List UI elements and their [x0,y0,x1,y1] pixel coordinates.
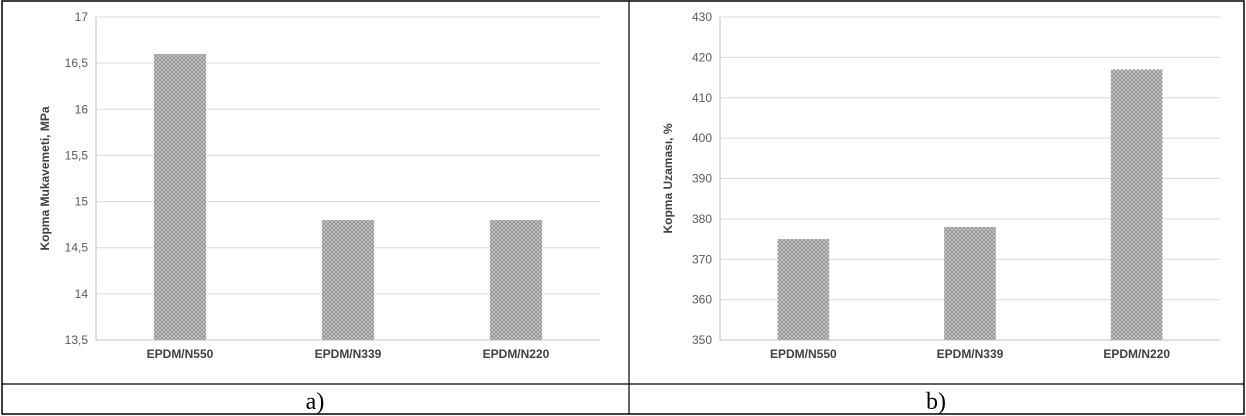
caption-a: a) [306,389,325,415]
y-axis-title: Kopma Mukavemeti, MPa [38,106,52,250]
bar [777,239,830,340]
bar [1110,69,1163,341]
y-tick-label: 370 [692,252,712,266]
y-tick-label: 360 [692,293,712,307]
y-tick-label: 15 [75,195,89,209]
bar [321,220,375,340]
x-category-label: EPDM/N220 [1103,347,1170,361]
chart-b: 350 360 370 380 390 400 410 420 430 EPDM/N550 EPDM… [661,10,1220,361]
y-tick-label: 400 [692,131,712,145]
x-category-label: EPDM/N339 [315,347,382,361]
y-tick-label: 390 [692,172,712,186]
y-axis-title: Kopma Uzaması, % [661,123,675,233]
caption-b: b) [926,389,946,415]
y-tick-label: 14,5 [65,241,89,255]
y-tick-label: 380 [692,212,712,226]
x-category-label: EPDM/N339 [937,347,1004,361]
y-tick-label: 16 [75,102,89,116]
bar [489,220,543,340]
y-tick-label: 16,5 [65,56,89,70]
y-tick-label: 430 [692,10,712,24]
x-category-label: EPDM/N220 [483,347,550,361]
y-tick-label: 17 [75,10,89,24]
x-category-label: EPDM/N550 [770,347,837,361]
y-tick-label: 420 [692,50,712,64]
x-category-label: EPDM/N550 [147,347,214,361]
y-tick-label: 410 [692,91,712,105]
y-tick-label: 14 [75,287,89,301]
y-tick-label: 350 [692,333,712,347]
y-tick-label: 13,5 [65,333,89,347]
bar [153,53,207,341]
bar [944,226,996,340]
chart-a: 13,5 14 14,5 15 15,5 16 16,5 17 EPDM/N550 EPDM/N3… [38,10,600,361]
y-tick-label: 15,5 [65,148,89,162]
